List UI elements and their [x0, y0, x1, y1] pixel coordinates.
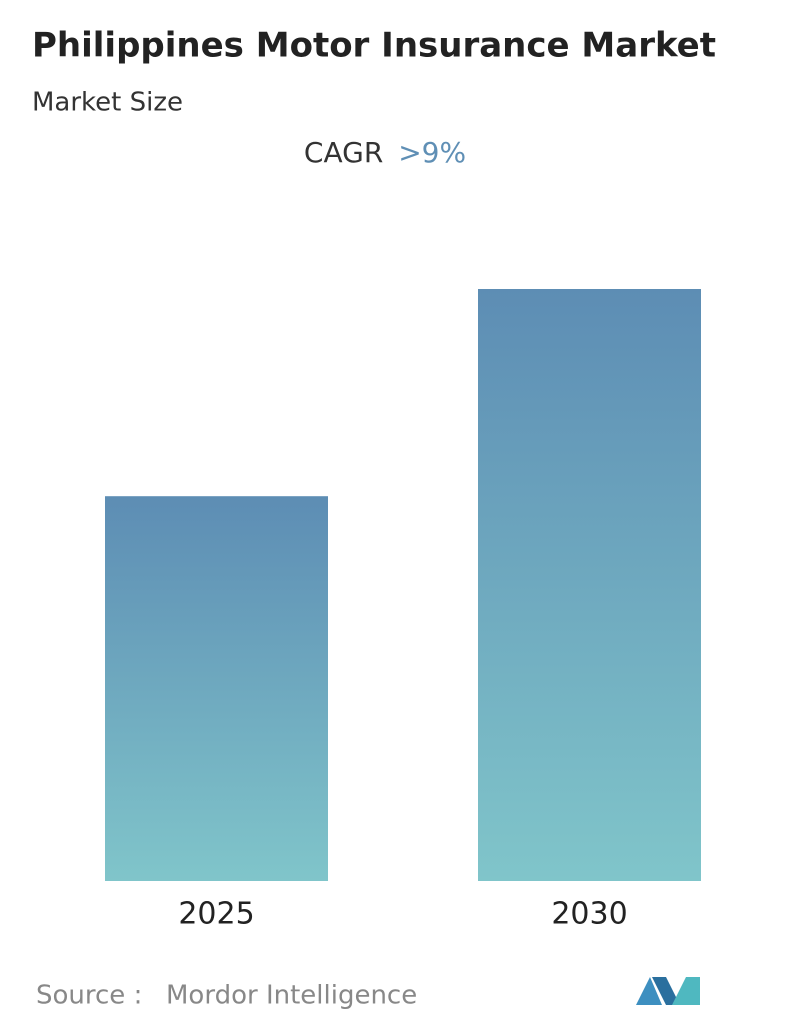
logo-shape	[672, 977, 700, 1005]
chart-title: Philippines Motor Insurance Market	[32, 26, 716, 66]
logo-shape	[636, 977, 662, 1005]
logo-shape	[652, 977, 680, 1005]
cagr-value: >9%	[398, 136, 466, 169]
bar	[105, 496, 328, 881]
bar	[478, 289, 701, 881]
x-tick-label: 2025	[178, 897, 254, 932]
x-tick-label: 2030	[551, 897, 627, 932]
source-label: Source :	[36, 981, 142, 1011]
chart-subtitle: Market Size	[32, 88, 183, 118]
cagr: CAGR >9%	[304, 136, 466, 169]
cagr-label: CAGR	[304, 136, 383, 169]
logo	[636, 977, 700, 1005]
source: Mordor Intelligence	[166, 981, 417, 1011]
